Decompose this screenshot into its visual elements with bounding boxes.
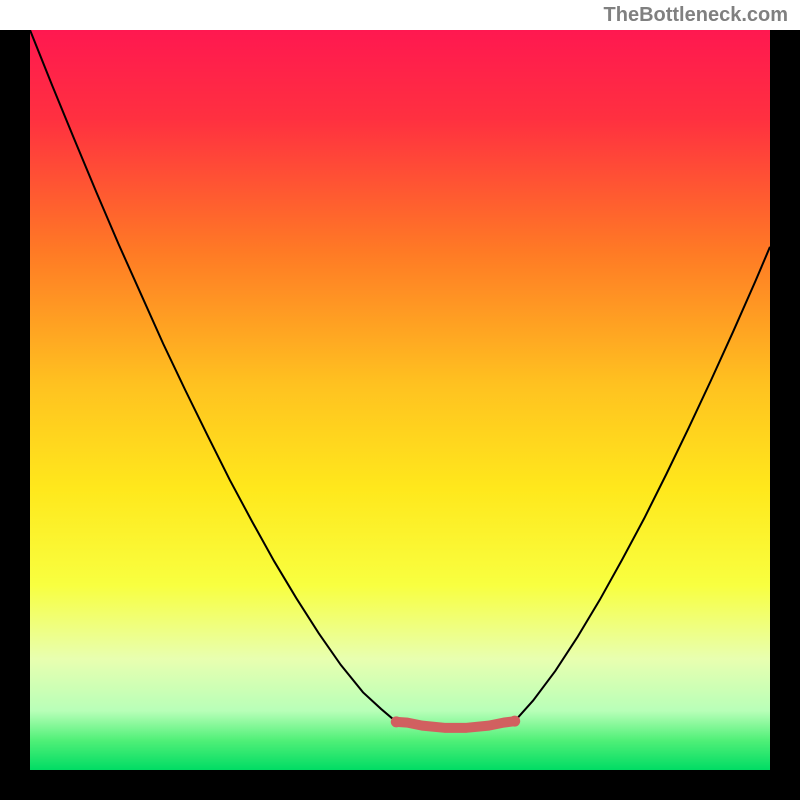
chart-area xyxy=(30,30,770,770)
highlight-dot xyxy=(391,716,402,727)
chart-background xyxy=(30,30,770,770)
highlight-dot xyxy=(509,716,520,727)
watermark-text: TheBottleneck.com xyxy=(604,4,788,26)
footer-bar xyxy=(0,770,800,800)
stage: TheBottleneck.com xyxy=(0,0,800,800)
bottleneck-chart xyxy=(30,30,770,770)
header-bar: TheBottleneck.com xyxy=(0,0,800,30)
